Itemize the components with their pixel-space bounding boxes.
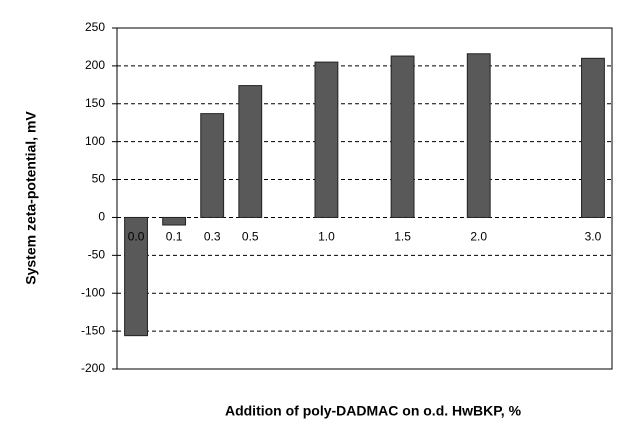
x-axis-title: Addition of poly-DADMAC on o.d. HwBKP, % xyxy=(225,403,522,419)
x-tick-label: 0.0 xyxy=(128,230,145,244)
y-tick-label: -50 xyxy=(88,248,106,262)
x-tick-label: 1.0 xyxy=(318,230,335,244)
bar xyxy=(238,85,263,218)
y-tick-label: 0 xyxy=(98,210,105,224)
bar xyxy=(581,57,605,218)
y-tick-label: 50 xyxy=(92,172,106,186)
y-tick-label: 100 xyxy=(85,134,105,148)
x-tick-label: 2.0 xyxy=(470,230,487,244)
bar xyxy=(314,61,339,218)
bar xyxy=(162,216,187,226)
y-tick-label: 200 xyxy=(85,58,105,72)
y-tick-label: 250 xyxy=(85,20,105,34)
y-axis-title: System zeta-potential, mV xyxy=(23,111,39,285)
plot-frame xyxy=(116,27,613,370)
bar xyxy=(390,55,415,218)
y-tick-label: 150 xyxy=(85,96,105,110)
y-tick-label: -200 xyxy=(81,361,105,375)
bar xyxy=(200,113,225,218)
bar xyxy=(124,216,148,337)
x-tick-label: 0.1 xyxy=(166,230,183,244)
x-tick-label: 0.5 xyxy=(242,230,259,244)
bar xyxy=(466,53,491,218)
x-tick-label: 3.0 xyxy=(585,230,602,244)
y-tick-label: -150 xyxy=(81,323,105,337)
x-tick-label: 0.3 xyxy=(204,230,221,244)
x-tick-label: 1.5 xyxy=(394,230,411,244)
y-tick-label: -100 xyxy=(81,285,105,299)
